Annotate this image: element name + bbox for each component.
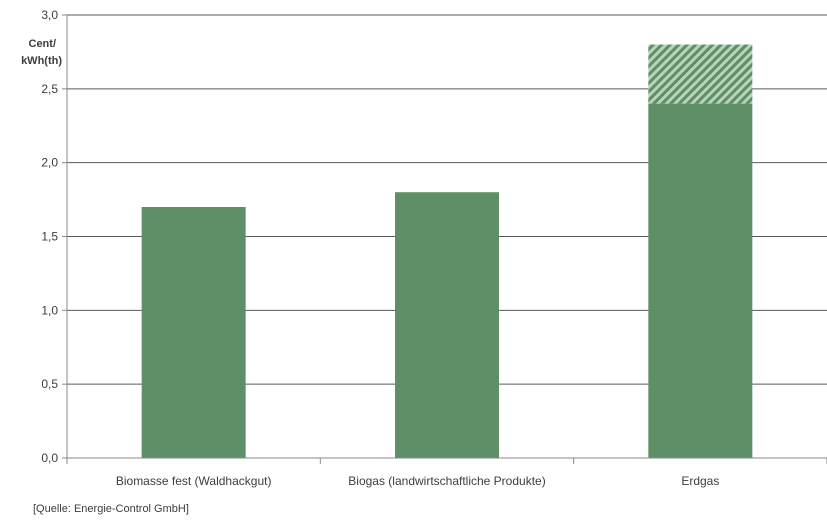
labels: 0,0 0,5 1,0 1,5 2,0 2,5 3,0 Biomasse fest (Wald…: [41, 8, 719, 488]
y-axis-label-line-1: Cent/: [29, 38, 57, 50]
bar: [141, 206, 246, 458]
x-category-label: Biogas (landwirtschaftliche Produkte): [348, 474, 545, 488]
y-axis-label-line-2: kWh(th): [21, 55, 62, 67]
y-tick-label: 1,5: [41, 230, 58, 244]
y-tick-label: 3,0: [41, 8, 58, 22]
x-category-label: Biomasse fest (Waldhackgut): [116, 474, 272, 488]
y-tick-label: 0,5: [41, 377, 58, 391]
y-tick-label: 2,0: [41, 156, 58, 170]
bar-hatched-segment: [648, 44, 753, 104]
bars: [141, 44, 753, 458]
y-tick-label: 1,0: [41, 303, 58, 317]
source-note: [Quelle: Energie-Control GmbH]: [33, 503, 189, 515]
y-tick-label: 2,5: [41, 82, 58, 96]
x-category-label: Erdgas: [681, 474, 719, 488]
bar: [648, 103, 753, 458]
y-tick-label: 0,0: [41, 451, 58, 465]
axes: [62, 14, 827, 464]
bar: [395, 192, 499, 458]
